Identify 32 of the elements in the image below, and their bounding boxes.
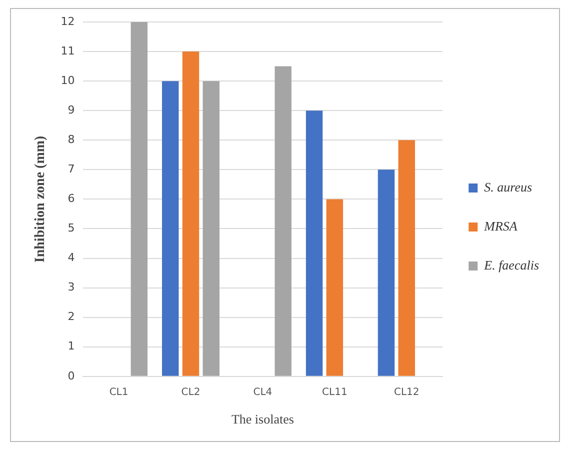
x-tick-label: CL11 bbox=[322, 386, 348, 398]
bar bbox=[398, 140, 415, 376]
y-tick-label: 2 bbox=[68, 310, 75, 324]
y-tick-label: 6 bbox=[68, 192, 75, 206]
y-tick-label: 7 bbox=[68, 162, 75, 176]
bar bbox=[202, 81, 220, 376]
bar bbox=[378, 170, 395, 376]
y-tick-label: 1 bbox=[68, 340, 75, 353]
y-tick-label: 8 bbox=[68, 132, 75, 146]
x-tick-label: CL2 bbox=[181, 386, 200, 398]
bar bbox=[182, 52, 200, 376]
y-tick-label: 10 bbox=[60, 74, 75, 87]
x-tick-label: CL1 bbox=[109, 386, 128, 398]
bar bbox=[130, 22, 148, 376]
y-tick-label: 9 bbox=[68, 103, 75, 116]
y-axis-title: Inhibition zone (mm) bbox=[33, 135, 48, 263]
y-tick-label: 5 bbox=[68, 222, 75, 235]
bar bbox=[326, 199, 344, 376]
legend-label: E. faecalis bbox=[483, 257, 540, 272]
legend-label: S. aureus bbox=[484, 179, 532, 194]
x-tick-label: CL12 bbox=[394, 386, 420, 398]
y-tick-label: 0 bbox=[68, 369, 75, 382]
bar bbox=[274, 66, 292, 376]
x-tick-label: CL4 bbox=[253, 386, 272, 398]
y-tick-label: 11 bbox=[60, 44, 75, 58]
bar bbox=[162, 81, 179, 376]
y-tick-label: 4 bbox=[68, 251, 75, 264]
x-axis-title: The isolates bbox=[231, 412, 294, 427]
bar bbox=[306, 110, 323, 376]
y-tick-label: 3 bbox=[68, 280, 75, 294]
y-tick-label: 12 bbox=[60, 14, 75, 28]
legend-label: MRSA bbox=[483, 218, 518, 234]
